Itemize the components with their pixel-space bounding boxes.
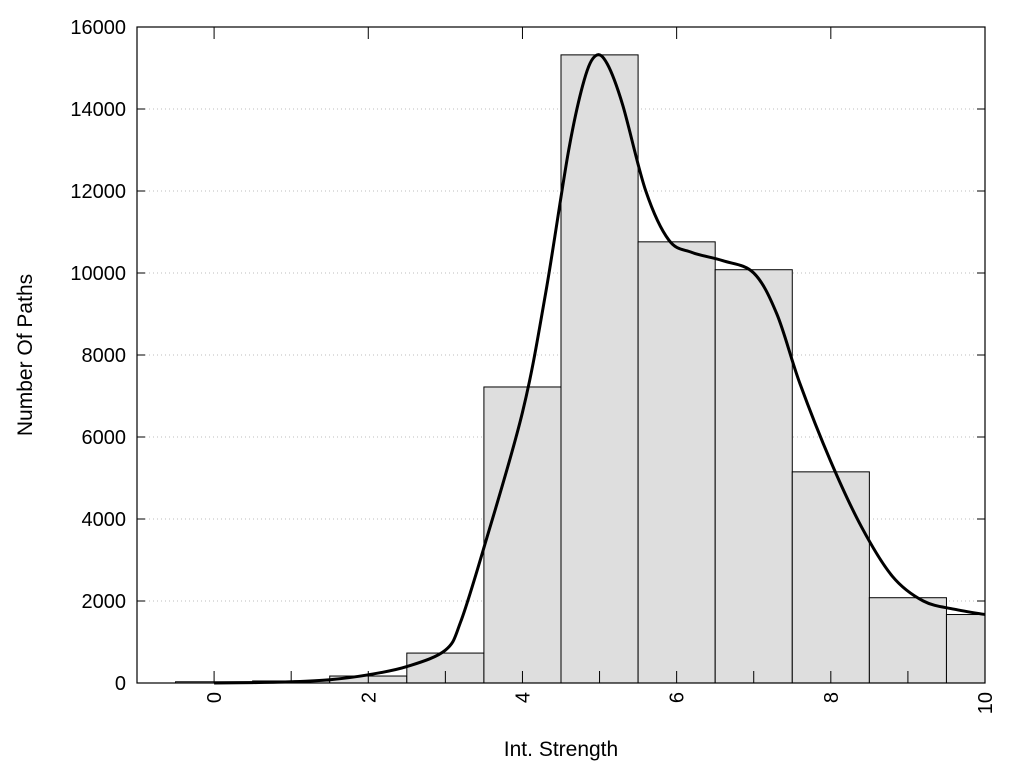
histogram-bar: [560, 54, 639, 684]
x-tick-label: 2: [358, 692, 380, 703]
histogram-bar: [483, 386, 562, 684]
x-tick-label: 0: [204, 692, 226, 703]
bars: [175, 54, 986, 684]
histogram-bar: [868, 597, 947, 684]
y-tick-label: 10000: [70, 263, 126, 285]
y-tick-label: 4000: [82, 509, 127, 531]
y-tick-label: 12000: [70, 181, 126, 203]
y-tick-label: 0: [115, 673, 126, 695]
histogram-bar: [714, 269, 793, 684]
y-tick-label: 6000: [82, 427, 127, 449]
histogram-bar: [945, 614, 986, 684]
y-tick-label: 14000: [70, 99, 126, 121]
x-axis: 0 2 4 6 8 10: [204, 27, 997, 714]
histogram-bar: [637, 241, 716, 684]
x-tick-label: 10: [975, 692, 997, 714]
y-axis: 0 2000 4000 6000 8000 10000 12000 14000 16000: [70, 17, 985, 695]
histogram-bar: [791, 471, 870, 684]
x-axis-title: Int. Strength: [504, 738, 618, 761]
x-tick-label: 8: [821, 692, 843, 703]
y-tick-label: 16000: [70, 17, 126, 39]
x-tick-label: 6: [667, 692, 689, 703]
density-curve: [214, 53, 986, 685]
x-tick-label: 4: [512, 692, 534, 703]
y-tick-label: 2000: [82, 591, 127, 613]
y-tick-label: 8000: [82, 345, 127, 367]
y-axis-title: Number Of Paths: [14, 274, 37, 436]
